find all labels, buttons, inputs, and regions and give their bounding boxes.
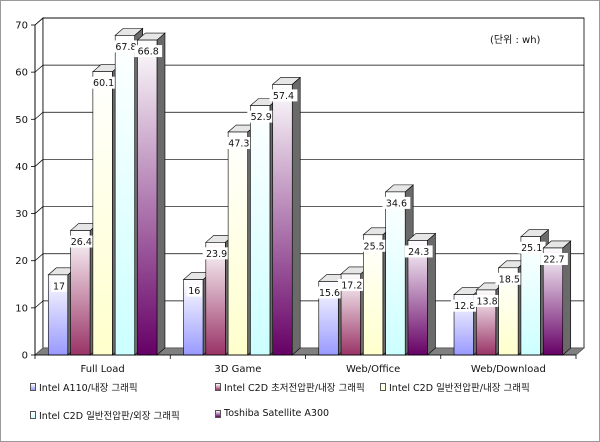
data-label-bg [51,279,67,292]
gridline-diagonal [34,300,44,309]
data-label: 52.9 [251,112,272,123]
data-label-bg [202,247,231,260]
gridline-diagonal [34,112,44,120]
data-label: 24.3 [408,247,429,258]
legend-item: Intel C2D 일반전압판/외장 그래픽 [30,408,180,422]
gridline-diagonal [34,206,44,214]
legend-swatch [215,383,221,391]
bar-side [156,32,166,356]
data-label-bg [382,196,411,209]
data-label-bg [450,299,479,312]
legend-swatch [30,383,36,391]
data-label: 47.3 [228,139,249,150]
bar-front [137,39,158,356]
x-category-label: Web/Office [346,364,400,375]
x-axis: Full Load 3D Game Web/Office Web/Download [34,354,577,375]
legend-item: Intel C2D 초저전압판/내장 그래픽 [215,380,365,394]
data-label: 18.5 [499,274,520,285]
data-label: 25.1 [521,243,542,254]
data-label-bg [337,278,366,291]
data-label-bg [89,76,118,89]
bar-front [520,236,541,356]
data-label: 60.1 [93,78,114,89]
gridline-diagonal [34,17,44,26]
data-label-bg [247,110,276,123]
bar: 22.7 [540,240,572,356]
gridline-diagonal [34,253,44,261]
gridline-diagonal [34,64,44,73]
x-category-label: Web/Download [471,364,546,375]
bar-front [250,105,271,356]
legend-swatch [30,411,36,419]
data-label: 17.2 [341,280,362,291]
legend-label: Toshiba Satellite A300 [224,408,330,419]
y-tick-label: 0 [22,351,28,362]
unit-note: (단위 : wh) [490,33,541,46]
data-label-bg [404,245,433,258]
data-label: 66.8 [138,47,159,58]
y-tick-label: 60 [15,68,28,79]
y-tick-label: 50 [15,115,28,126]
data-label: 57.4 [273,91,294,102]
bar: 24.3 [404,232,437,356]
legend-swatch [215,409,221,418]
data-label-bg [517,241,546,254]
bar-front [227,131,248,356]
legend-label: Intel C2D 일반전압판/외장 그래픽 [39,411,180,422]
legend-label: Intel C2D 초저전압판/내장 그래픽 [224,383,365,394]
legend-item: Intel A110/내장 그래픽 [30,380,138,394]
y-tick-label: 20 [15,256,28,267]
data-label: 34.6 [386,198,407,209]
bars: 17 26.4 60.1 67.8 66.8 16 23.9 47.3 52.957.4 15.6… [47,27,572,356]
legend-item: Toshiba Satellite A300 [215,408,329,419]
data-label: 67.8 [115,42,136,53]
bar: 66.8 [134,32,166,356]
legend-swatch [380,383,386,391]
legend-label: Intel A110/내장 그래픽 [39,383,138,394]
data-label: 23.9 [206,249,227,260]
data-label: 25.5 [364,241,385,252]
legend-label: Intel C2D 일반전압판/내장 그래픽 [389,383,530,394]
data-label: 13.8 [476,296,497,307]
data-label: 22.7 [543,254,564,265]
data-label-bg [269,89,298,102]
bar-front [92,71,113,356]
data-label-bg [112,40,140,53]
data-label-bg [224,137,253,150]
bar-front [363,234,384,356]
data-label-bg [473,294,501,307]
data-label: 16 [188,286,200,297]
y-axis: 0 10 20 30 40 50 60 70 [15,21,36,362]
y-tick-label: 40 [15,162,28,173]
data-label-bg [315,286,344,299]
legend-item: Intel C2D 일반전압판/내장 그래픽 [380,380,530,394]
data-label-bg [360,239,389,252]
data-label-bg [495,272,524,285]
x-category-label: 3D Game [214,364,261,375]
data-label-bg [134,45,163,58]
bar-front [385,191,406,356]
data-label: 17 [53,281,65,292]
y-tick-label: 70 [15,21,28,32]
data-label: 26.4 [71,237,92,248]
data-label: 15.6 [319,288,340,299]
bar: 57.4 [269,76,302,356]
data-label-bg [67,235,96,248]
bar-front [272,84,293,356]
data-label: 12.8 [454,301,475,312]
data-label-bg [540,252,568,265]
x-category-label: Full Load [80,364,124,375]
y-tick-label: 10 [15,303,28,314]
bar-front [70,230,91,356]
bar-side [291,76,301,356]
y-tick-label: 30 [15,209,28,220]
bar-front [114,35,135,356]
gridline-diagonal [34,159,44,167]
data-label-bg [186,284,202,297]
